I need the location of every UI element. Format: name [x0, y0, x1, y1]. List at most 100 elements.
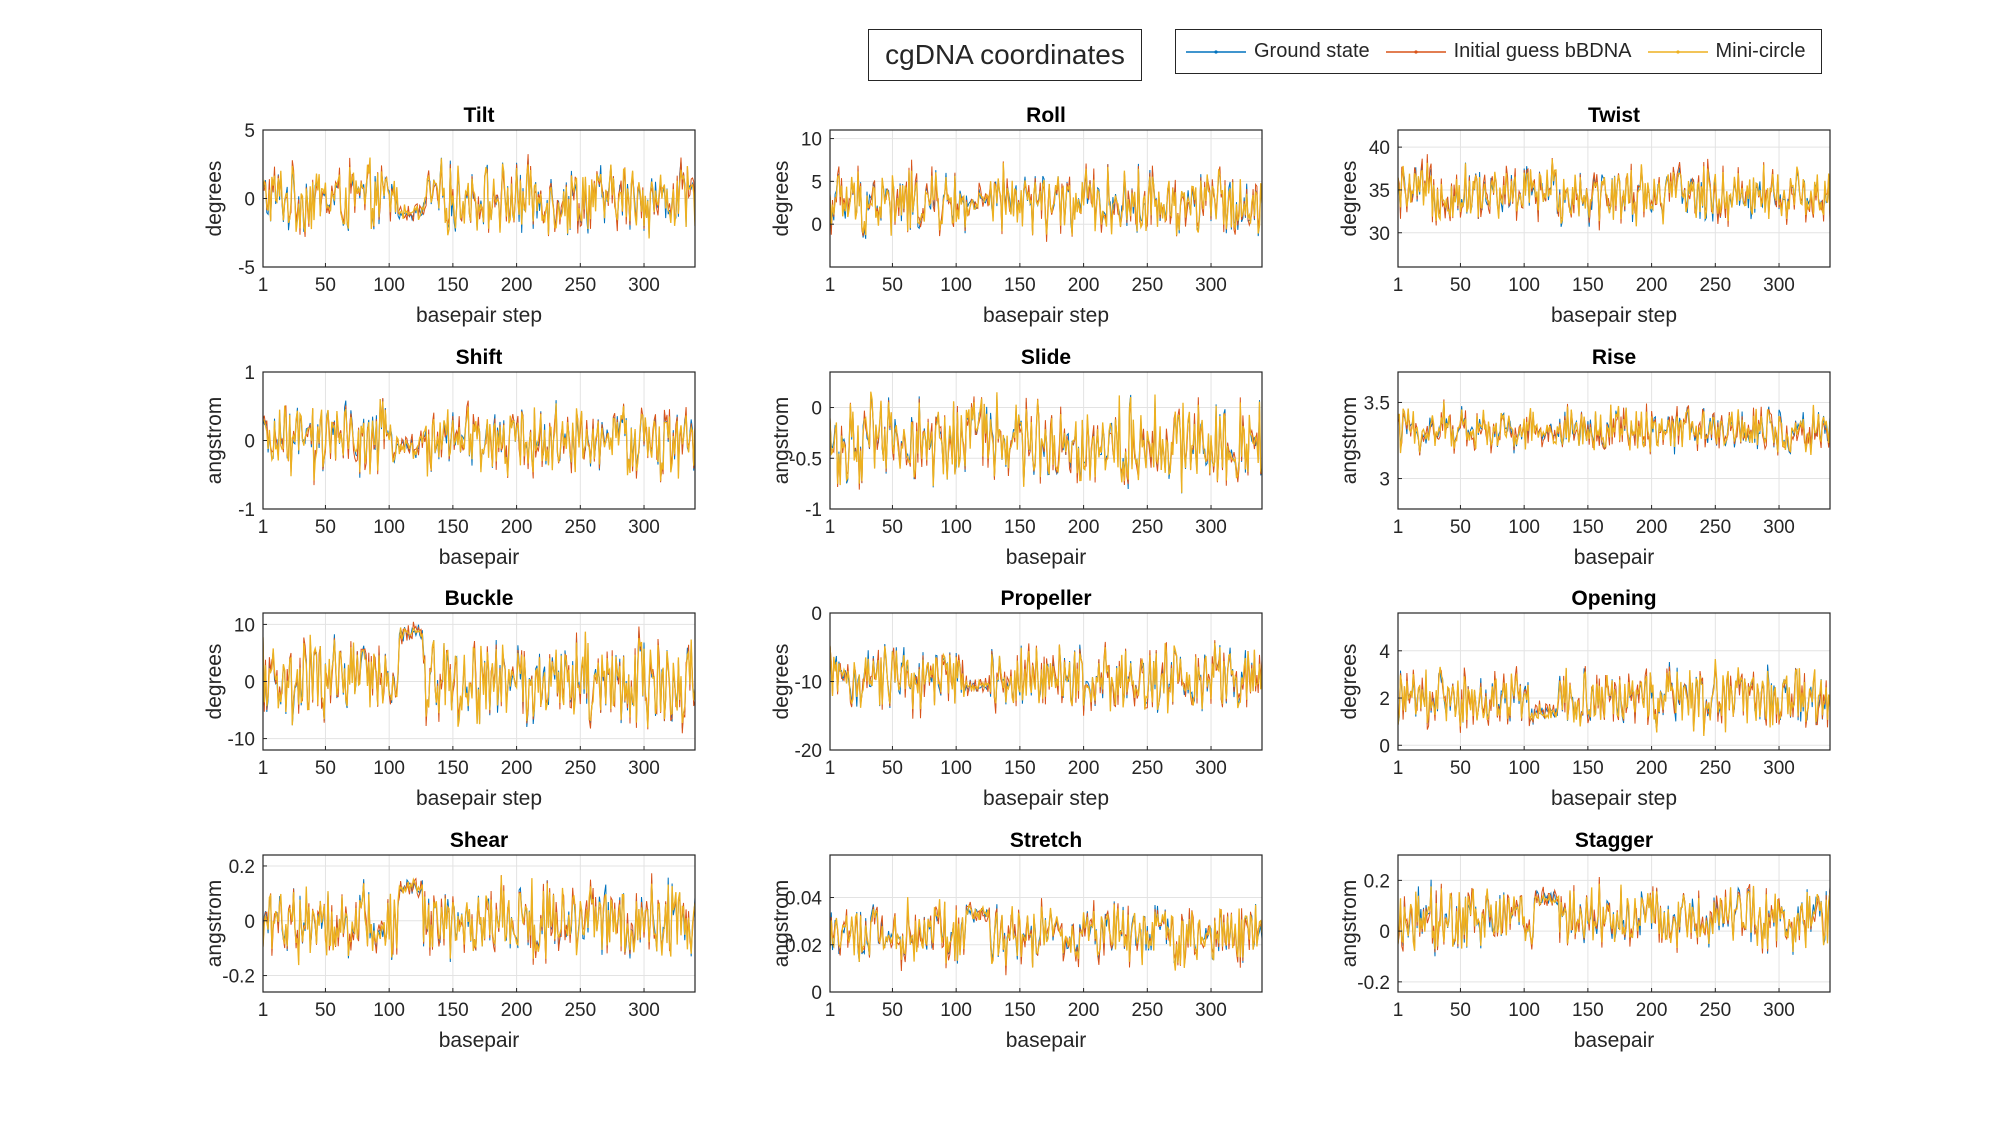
x-tick-label: 250	[1699, 517, 1731, 538]
y-axis-label-propeller: degrees	[770, 644, 793, 720]
grid-shift	[262, 371, 695, 510]
y-tick-label: 5	[244, 121, 255, 142]
legend-label-mini-circle: Mini-circle	[1715, 40, 1806, 62]
subplot-stretch: 1 50 100 150 200 250 30000.020.04Stretchbasepa…	[770, 829, 1263, 1052]
x-tick-label: 300	[628, 275, 660, 296]
figure-title-box: cgDNA coordinates	[868, 29, 1142, 81]
x-axis-label-propeller: basepair step	[983, 787, 1109, 810]
x-tick-label: 300	[1195, 517, 1227, 538]
y-axis-label-buckle: degrees	[203, 644, 226, 720]
x-tick-label: 250	[1131, 758, 1163, 779]
x-axis-label-roll: basepair step	[983, 304, 1109, 327]
x-tick-label: 1	[1393, 517, 1404, 538]
x-axis-label-stagger: basepair	[1574, 1029, 1655, 1052]
y-tick-label: -20	[795, 741, 822, 762]
grid-rise	[1397, 372, 1830, 509]
series-line-mini-circle	[830, 162, 1262, 236]
y-tick-label: -0.2	[1357, 973, 1390, 994]
axes-box-twist	[1397, 129, 1831, 268]
y-tick-label: 35	[1369, 181, 1390, 202]
y-tick-label: 5	[811, 172, 822, 193]
x-tick-label: 150	[1572, 758, 1604, 779]
series-line-mini-circle	[263, 626, 695, 728]
grid-opening	[1397, 613, 1830, 750]
x-tick-label: 150	[437, 517, 469, 538]
axes-box-roll	[829, 129, 1263, 268]
series-line-mini-circle	[1398, 401, 1830, 456]
x-tick-label: 150	[437, 1000, 469, 1021]
subplot-title-tilt: Tilt	[463, 104, 494, 127]
x-tick-label: 50	[315, 1000, 336, 1021]
x-axis-label-shift: basepair	[439, 546, 520, 569]
y-tick-label: 10	[234, 615, 255, 636]
x-tick-label: 200	[1636, 275, 1668, 296]
subplot-stagger: 1 50 100 150 200 250 300-0.200.2Staggerbasepai…	[1338, 829, 1831, 1052]
x-tick-label: 100	[940, 758, 972, 779]
x-tick-label: 250	[1131, 517, 1163, 538]
x-tick-label: 50	[1450, 758, 1471, 779]
x-tick-label: 250	[1699, 275, 1731, 296]
y-tick-label: -1	[805, 500, 822, 521]
y-tick-label: 0.04	[785, 889, 822, 910]
x-tick-label: 1	[1393, 275, 1404, 296]
y-tick-label: 2	[1379, 689, 1390, 710]
x-tick-label: 150	[437, 275, 469, 296]
x-tick-label: 200	[1636, 758, 1668, 779]
x-tick-label: 1	[825, 758, 836, 779]
axes-box-shear	[262, 854, 696, 993]
subplot-title-rise: Rise	[1592, 346, 1636, 369]
x-axis-label-shear: basepair	[439, 1029, 520, 1052]
y-tick-label: 3.5	[1364, 393, 1390, 414]
x-tick-label: 50	[315, 758, 336, 779]
x-tick-label: 300	[628, 1000, 660, 1021]
y-tick-label: 0.02	[785, 936, 822, 957]
x-tick-label: 200	[1636, 517, 1668, 538]
x-tick-label: 300	[1763, 517, 1795, 538]
y-tick-label: 1	[244, 363, 255, 384]
y-tick-label: 0	[811, 983, 822, 1004]
x-tick-label: 1	[258, 275, 269, 296]
x-tick-label: 100	[373, 1000, 405, 1021]
x-axis-label-slide: basepair	[1006, 546, 1087, 569]
y-tick-label: 0	[1379, 922, 1390, 943]
axes-box-stretch	[829, 854, 1263, 993]
x-tick-label: 300	[628, 517, 660, 538]
series-line-mini-circle	[830, 391, 1262, 493]
x-axis-label-opening: basepair step	[1551, 787, 1677, 810]
x-tick-label: 50	[882, 758, 903, 779]
series-line-initial-guess	[263, 154, 695, 237]
series-line-mini-circle	[263, 875, 695, 966]
x-axis-label-tilt: basepair step	[416, 304, 542, 327]
x-tick-label: 1	[258, 517, 269, 538]
y-axis-label-twist: degrees	[1338, 161, 1361, 237]
y-axis-label-opening: degrees	[1338, 644, 1361, 720]
x-tick-label: 200	[501, 517, 533, 538]
axes-box-rise	[1397, 371, 1831, 510]
subplot-title-buckle: Buckle	[445, 587, 514, 610]
x-tick-label: 200	[1068, 1000, 1100, 1021]
legend-swatch-initial-guess	[1385, 49, 1446, 54]
x-tick-label: 300	[1195, 758, 1227, 779]
series-line-mini-circle	[1398, 159, 1830, 227]
subplot-shift: 1 50 100 150 200 250 300-101Shiftbasepairangst…	[203, 346, 696, 569]
y-tick-label: 0	[811, 604, 822, 625]
x-tick-label: 200	[501, 758, 533, 779]
x-tick-label: 300	[1195, 275, 1227, 296]
y-axis-label-stretch: angstrom	[770, 880, 793, 968]
y-axis-label-rise: angstrom	[1338, 397, 1361, 485]
x-tick-label: 50	[882, 517, 903, 538]
grid-roll	[829, 130, 1262, 267]
y-tick-label: 3	[1379, 470, 1390, 491]
y-axis-label-tilt: degrees	[203, 161, 226, 237]
x-tick-label: 300	[1763, 275, 1795, 296]
x-tick-label: 250	[564, 275, 596, 296]
y-tick-label: -10	[795, 673, 822, 694]
x-tick-label: 100	[940, 517, 972, 538]
subplot-title-stagger: Stagger	[1575, 829, 1653, 852]
subplot-title-stretch: Stretch	[1010, 829, 1082, 852]
y-axis-label-slide: angstrom	[770, 397, 793, 485]
x-tick-label: 1	[258, 1000, 269, 1021]
